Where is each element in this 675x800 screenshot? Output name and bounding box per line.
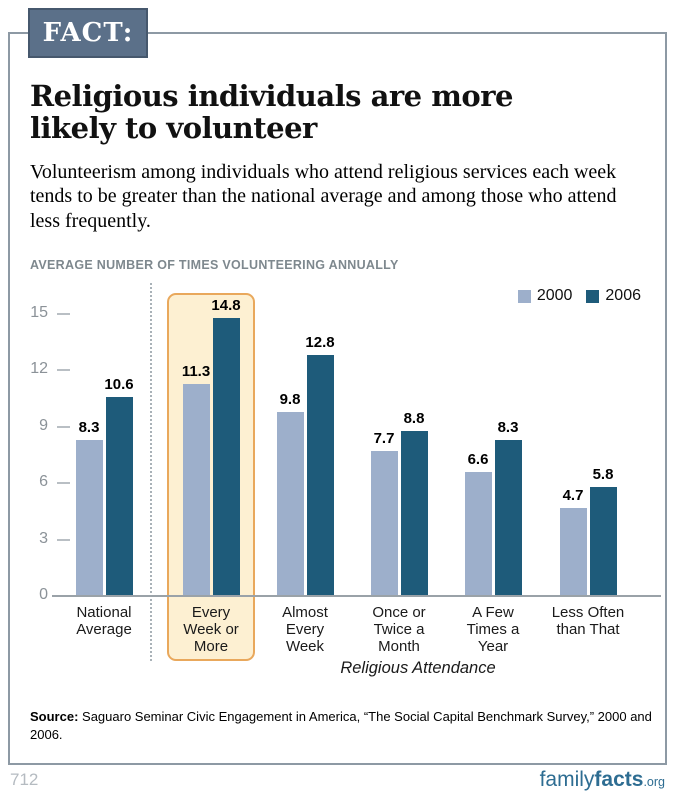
chart-heading: AVERAGE NUMBER OF TIMES VOLUNTEERING ANN… xyxy=(30,258,399,272)
highlight-box xyxy=(167,293,255,661)
category-label: A Few Times a Year xyxy=(445,604,541,655)
category-label-line: than That xyxy=(556,621,620,638)
y-tick-mark xyxy=(57,538,70,541)
legend-label: 2000 xyxy=(536,287,573,304)
y-tick-label: 12 xyxy=(30,360,48,378)
fact-badge: FACT: xyxy=(28,8,148,58)
category-label: Almost Every Week xyxy=(257,604,353,655)
bar-2000 xyxy=(370,451,398,596)
bar-value-label: 9.8 xyxy=(279,390,301,408)
category-label-line: Average xyxy=(76,621,132,638)
bar-2000 xyxy=(464,471,492,596)
bar-2006 xyxy=(306,355,334,596)
bar-2006 xyxy=(400,430,428,596)
y-tick-label: 15 xyxy=(30,304,48,321)
chart-legend: 2000 2006 xyxy=(517,287,641,305)
bar-value-label: 8.3 xyxy=(78,418,100,436)
category-label-line: Year xyxy=(477,638,509,655)
bar-2000 xyxy=(276,411,304,596)
y-tick-label: 9 xyxy=(39,416,48,434)
fact-badge-label: FACT: xyxy=(42,18,134,48)
category-label-line: Every xyxy=(285,621,325,638)
bar-2000 xyxy=(559,507,587,596)
bar-2006 xyxy=(494,439,522,596)
category-label-line: Twice a xyxy=(373,621,425,638)
bar-value-label: 7.7 xyxy=(373,430,395,448)
legend-label: 2006 xyxy=(605,287,641,304)
y-tick-mark xyxy=(57,482,70,485)
category-label-line: Every xyxy=(191,604,231,621)
category-label: National Average xyxy=(56,604,152,638)
bar-value-label: 8.3 xyxy=(497,418,519,436)
bar-2006 xyxy=(589,486,617,596)
familyfacts-logo[interactable]: familyfacts.org xyxy=(540,768,665,792)
bar-chart: 0 3 6 9 12 15 8.3 10.6 National Average 11.3 14.8 Ev… xyxy=(10,283,665,687)
source-note: Source: Saguaro Seminar Civic Engagement… xyxy=(30,708,652,744)
bar-value-label: 8.8 xyxy=(403,409,425,427)
bar-value-label: 6.6 xyxy=(467,450,489,468)
category-label-line: National xyxy=(76,604,132,621)
source-label: Source: xyxy=(30,709,79,724)
bar-value-label: 4.7 xyxy=(562,486,584,504)
legend-item-2000: 2000 xyxy=(517,287,573,305)
category-label-line: Once or xyxy=(372,604,426,621)
page-subtitle: Volunteerism among individuals who atten… xyxy=(30,161,617,232)
category-label-line: Week or xyxy=(183,621,239,638)
legend-item-2006: 2006 xyxy=(586,287,641,305)
y-tick-label: 0 xyxy=(39,586,48,603)
y-tick-label: 3 xyxy=(39,529,48,547)
x-axis-title: Religious Attendance xyxy=(340,659,496,677)
category-label-line: More xyxy=(193,638,229,655)
y-tick-label: 6 xyxy=(39,473,48,491)
logo-facts: facts xyxy=(594,768,644,791)
bar-2006 xyxy=(212,317,240,596)
category-label-line: Almost xyxy=(282,604,328,621)
source-text: Saguaro Seminar Civic Engagement in Amer… xyxy=(30,709,652,743)
category-label: Less Often than That xyxy=(540,604,636,638)
bar-value-label: 10.6 xyxy=(104,375,134,393)
logo-family: family xyxy=(539,768,595,791)
logo-org: .org xyxy=(643,775,665,789)
bar-value-label: 14.8 xyxy=(211,296,241,314)
category-label-line: Month xyxy=(378,638,420,655)
bar-2000 xyxy=(75,439,103,596)
bar-value-label: 12.8 xyxy=(305,334,335,352)
x-axis-line xyxy=(52,595,661,597)
bar-2006 xyxy=(105,396,133,596)
category-label-line: Week xyxy=(285,638,325,655)
category-separator xyxy=(149,283,152,661)
page-title: Religious individuals are more likely to… xyxy=(30,79,513,146)
category-label: Once or Twice a Month xyxy=(351,604,447,655)
category-label-line: Times a xyxy=(466,621,520,638)
page-number: 712 xyxy=(10,770,39,789)
category-label: Every Week or More xyxy=(163,604,259,655)
y-tick-mark xyxy=(57,369,70,372)
category-label-line: Less Often xyxy=(551,604,625,621)
legend-swatch-2000 xyxy=(517,289,531,303)
y-tick-mark xyxy=(57,313,70,315)
bar-2000 xyxy=(182,383,210,596)
bar-value-label: 5.8 xyxy=(592,465,614,483)
bar-value-label: 11.3 xyxy=(181,362,211,380)
legend-swatch-2006 xyxy=(586,289,600,303)
category-label-line: A Few xyxy=(472,604,514,621)
y-tick-mark xyxy=(57,425,70,428)
